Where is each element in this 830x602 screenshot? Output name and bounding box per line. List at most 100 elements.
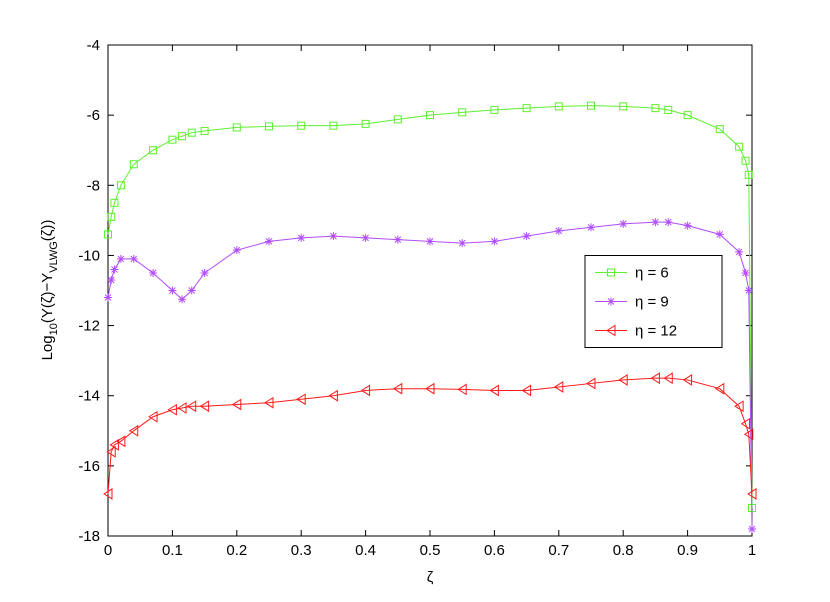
- marker: [200, 268, 209, 277]
- marker: [148, 410, 158, 423]
- marker: [606, 324, 616, 337]
- marker: [231, 398, 242, 411]
- x-tick-label: 1: [748, 542, 756, 559]
- marker: [651, 218, 660, 227]
- x-tick-label: 0.7: [548, 542, 569, 559]
- marker: [393, 235, 402, 244]
- marker: [361, 233, 370, 242]
- marker: [232, 123, 241, 132]
- marker: [392, 382, 403, 395]
- legend-label: η = 6: [635, 265, 669, 282]
- marker: [587, 101, 595, 110]
- marker: [683, 221, 692, 230]
- x-tick-label: 0.4: [355, 542, 376, 559]
- marker: [426, 111, 434, 120]
- y-tick-label: -6: [87, 107, 100, 124]
- marker: [107, 212, 116, 221]
- marker: [715, 230, 724, 239]
- marker: [489, 384, 499, 397]
- marker: [651, 104, 660, 113]
- marker: [743, 428, 754, 441]
- legend: η = 6 η = 9 η = 12: [584, 255, 723, 348]
- marker: [265, 237, 273, 246]
- marker: [744, 286, 753, 295]
- marker: [664, 105, 673, 114]
- marker: [109, 438, 119, 451]
- marker: [735, 247, 744, 256]
- marker: [106, 445, 116, 458]
- x-tick-label: 0.6: [484, 542, 505, 559]
- marker: [361, 119, 370, 128]
- marker: [748, 524, 756, 533]
- marker: [522, 104, 531, 113]
- marker: [360, 384, 371, 397]
- series-line: [107, 377, 753, 494]
- marker: [715, 125, 724, 134]
- marker: [297, 233, 306, 242]
- marker: [186, 400, 197, 413]
- marker: [329, 232, 338, 241]
- y-label-sub: 10: [48, 323, 60, 335]
- marker: [297, 121, 306, 130]
- y-tick-label: -18: [78, 528, 100, 545]
- marker: [735, 142, 744, 151]
- marker: [167, 403, 177, 416]
- marker: [490, 237, 499, 246]
- marker: [522, 232, 531, 241]
- marker: [200, 126, 209, 135]
- marker: [607, 297, 615, 306]
- x-tick-label: 0.2: [226, 542, 247, 559]
- marker: [741, 156, 750, 165]
- marker: [104, 230, 112, 239]
- y-tick-label: -12: [78, 318, 100, 335]
- marker: [741, 268, 750, 277]
- y-tick-label: -16: [78, 458, 100, 475]
- marker: [103, 488, 113, 500]
- marker: [329, 121, 338, 130]
- marker: [168, 135, 177, 144]
- marker: [521, 384, 532, 397]
- y-tick-label: -4: [87, 37, 100, 54]
- marker: [107, 275, 116, 284]
- marker: [178, 295, 187, 304]
- x-tick-label: 0.1: [162, 542, 183, 559]
- marker: [265, 122, 273, 131]
- marker: [168, 286, 177, 295]
- marker: [116, 254, 125, 263]
- x-axis-label: ζ: [427, 569, 434, 586]
- marker: [553, 381, 564, 393]
- marker: [554, 226, 563, 235]
- marker: [663, 372, 673, 385]
- x-tick-label: 0.9: [677, 542, 698, 559]
- marker: [187, 286, 196, 295]
- legend-label: η = 9: [635, 294, 669, 311]
- marker: [177, 402, 187, 414]
- marker: [457, 383, 467, 396]
- y-label-part: Log: [39, 335, 56, 360]
- y-axis-label: Log10(Y(ζ)−YVLWG(ζ)): [39, 220, 60, 361]
- marker: [744, 170, 753, 179]
- marker: [426, 237, 434, 246]
- marker: [129, 254, 138, 263]
- y-label-sub: VLWG: [48, 241, 60, 273]
- series-line: [107, 105, 753, 508]
- marker: [619, 102, 628, 111]
- marker: [734, 400, 744, 413]
- marker: [619, 219, 628, 228]
- marker: [458, 108, 467, 117]
- marker: [664, 218, 673, 227]
- marker: [149, 268, 158, 277]
- marker: [714, 382, 725, 395]
- marker: [129, 160, 138, 169]
- marker: [128, 424, 139, 437]
- y-label-part: (Y(ζ)−Y: [39, 273, 56, 323]
- marker: [554, 102, 563, 111]
- marker: [607, 268, 615, 277]
- x-tick-label: 0.3: [291, 542, 312, 559]
- x-tick-label: 0: [104, 542, 112, 559]
- marker: [747, 488, 757, 500]
- x-tick-label: 0.5: [420, 542, 441, 559]
- marker: [393, 115, 402, 124]
